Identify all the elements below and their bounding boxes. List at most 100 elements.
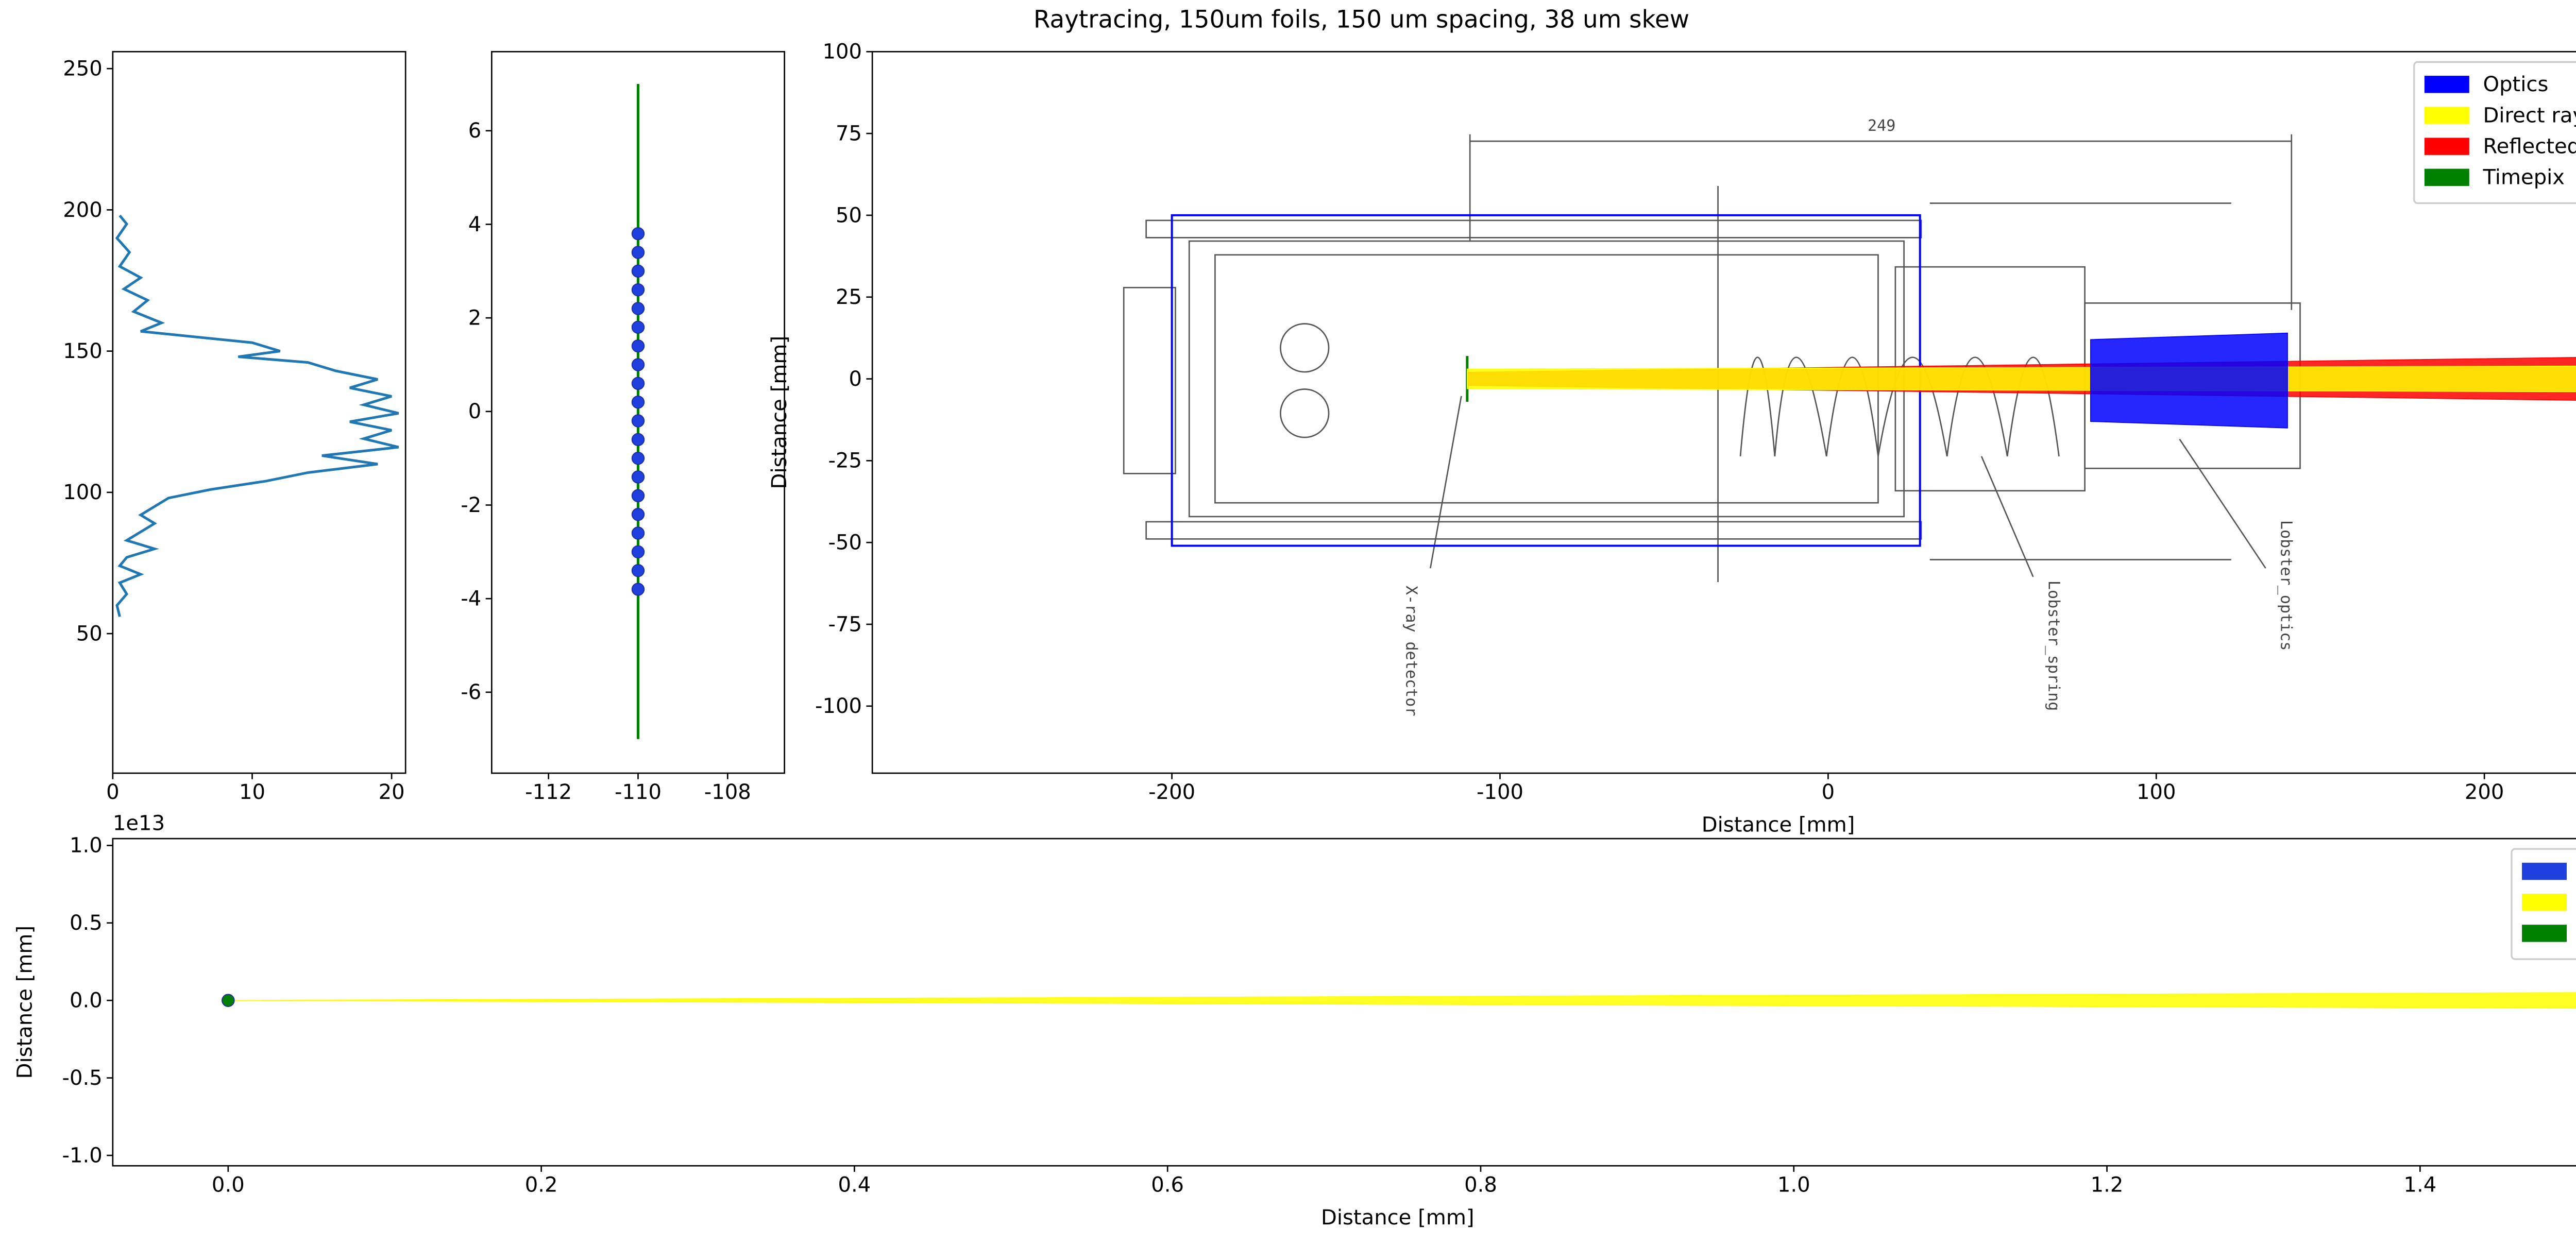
y-tick-label: -6 bbox=[461, 680, 481, 704]
y-tick-label: 250 bbox=[63, 57, 103, 81]
annotation: Lobster_spring bbox=[2044, 581, 2062, 711]
x-tick-label: 1.4 bbox=[2403, 1173, 2436, 1197]
legend-label: Optics bbox=[2483, 73, 2549, 96]
point bbox=[631, 583, 645, 596]
x-tick-label: -200 bbox=[1148, 780, 1195, 804]
legend-swatch bbox=[2424, 107, 2469, 124]
legend-swatch bbox=[2424, 168, 2469, 186]
y-tick-label: 50 bbox=[836, 203, 862, 227]
annotation: 249 bbox=[1868, 117, 1895, 135]
x-tick-label: 0.2 bbox=[525, 1173, 558, 1197]
legend-swatch bbox=[2522, 894, 2567, 911]
cad-part bbox=[1123, 286, 1176, 474]
x-tick-label: -108 bbox=[704, 780, 751, 804]
legend-swatch bbox=[2424, 138, 2469, 155]
y-tick-label: 25 bbox=[836, 285, 862, 309]
y-tick-label: 0.5 bbox=[70, 911, 103, 935]
plot-area bbox=[222, 992, 2576, 1009]
y-tick-label: 100 bbox=[823, 40, 862, 64]
point bbox=[631, 414, 645, 428]
point bbox=[631, 358, 645, 371]
cad-rail bbox=[1145, 521, 1922, 540]
x-tick-label: -100 bbox=[1477, 780, 1523, 804]
x-tick-label: 10 bbox=[239, 780, 265, 804]
y-tick-label: 1.0 bbox=[70, 834, 103, 858]
point bbox=[631, 339, 645, 353]
x-tick-label: 0.0 bbox=[212, 1173, 245, 1197]
point bbox=[631, 283, 645, 297]
axes-frame bbox=[112, 50, 406, 774]
cad-circle bbox=[1280, 388, 1330, 438]
outline bbox=[1171, 214, 1921, 547]
cad-circle bbox=[1280, 323, 1330, 373]
y-axis-label: Distance [mm] bbox=[13, 926, 37, 1079]
point bbox=[222, 994, 235, 1007]
y-tick-label: 150 bbox=[63, 339, 103, 363]
plot-area bbox=[115, 214, 399, 617]
y-tick-label: -100 bbox=[815, 694, 862, 718]
point bbox=[631, 395, 645, 409]
y-tick-label: -25 bbox=[828, 449, 862, 473]
annotation: X-ray detector bbox=[1402, 586, 1420, 717]
x-tick-label: 0 bbox=[1822, 780, 1835, 804]
line bbox=[115, 214, 399, 617]
point bbox=[631, 227, 645, 241]
figure-title: Raytracing, 150um foils, 150 um spacing,… bbox=[1033, 6, 1689, 33]
cad-leader bbox=[2179, 438, 2266, 569]
y-tick-label: -75 bbox=[828, 612, 862, 636]
point bbox=[631, 489, 645, 503]
x-axis-label: Distance [mm] bbox=[1321, 1206, 1475, 1230]
legend-box bbox=[2413, 61, 2576, 204]
x-tick-label: 20 bbox=[379, 780, 405, 804]
point bbox=[631, 564, 645, 577]
y-tick-label: 200 bbox=[63, 198, 103, 222]
legend-swatch bbox=[2424, 76, 2469, 93]
cad-spring bbox=[1739, 356, 2060, 457]
axes-frame bbox=[871, 50, 2576, 774]
y-tick-label: 50 bbox=[76, 622, 103, 645]
y-tick-label: -0.5 bbox=[62, 1066, 103, 1090]
point bbox=[631, 451, 645, 465]
point bbox=[631, 526, 645, 540]
point bbox=[631, 545, 645, 559]
legend-label: Timepix bbox=[2483, 166, 2565, 190]
y-tick-label: 0 bbox=[468, 400, 482, 423]
x-tick-label: -110 bbox=[615, 780, 662, 804]
point bbox=[631, 302, 645, 315]
legend-label: Direct rays bbox=[2483, 104, 2576, 127]
y-tick-label: 0.0 bbox=[70, 989, 103, 1013]
y-tick-label: 2 bbox=[468, 306, 482, 330]
x-tick-label: 0 bbox=[106, 780, 120, 804]
x-tick-label: 200 bbox=[2465, 780, 2504, 804]
polygon bbox=[2090, 332, 2288, 429]
point bbox=[631, 377, 645, 390]
legend-label: Reflected rays bbox=[2483, 135, 2576, 159]
cad-leader bbox=[1980, 456, 2034, 577]
point bbox=[631, 507, 645, 521]
polygon bbox=[228, 992, 2576, 1009]
y-tick-label: -2 bbox=[461, 493, 481, 517]
cad-rail bbox=[1145, 219, 1922, 238]
x-offset-label: 1e13 bbox=[113, 811, 165, 835]
x-tick-label: 100 bbox=[2137, 780, 2176, 804]
point bbox=[631, 470, 645, 484]
y-tick-label: 0 bbox=[849, 367, 862, 391]
x-tick-label: 1.0 bbox=[1777, 1173, 1810, 1197]
x-tick-label: 0.8 bbox=[1464, 1173, 1497, 1197]
x-axis-label: Distance [mm] bbox=[1702, 813, 1855, 837]
point bbox=[631, 264, 645, 278]
point bbox=[631, 320, 645, 334]
x-tick-label: 0.4 bbox=[838, 1173, 871, 1197]
legend-swatch bbox=[2522, 862, 2567, 880]
y-tick-label: 75 bbox=[836, 122, 862, 145]
y-tick-label: -4 bbox=[461, 587, 481, 611]
cad-leader bbox=[1429, 396, 1462, 569]
x-tick-label: 0.6 bbox=[1151, 1173, 1184, 1197]
x-tick-label: -112 bbox=[525, 780, 572, 804]
y-axis-label: Distance [mm] bbox=[768, 336, 791, 489]
point bbox=[631, 246, 645, 259]
x-tick-label: 1.2 bbox=[2091, 1173, 2124, 1197]
point bbox=[631, 433, 645, 447]
